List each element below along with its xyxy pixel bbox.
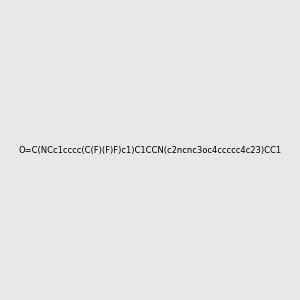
Text: O=C(NCc1cccc(C(F)(F)F)c1)C1CCN(c2ncnc3oc4ccccc4c23)CC1: O=C(NCc1cccc(C(F)(F)F)c1)C1CCN(c2ncnc3oc… [18, 146, 282, 154]
